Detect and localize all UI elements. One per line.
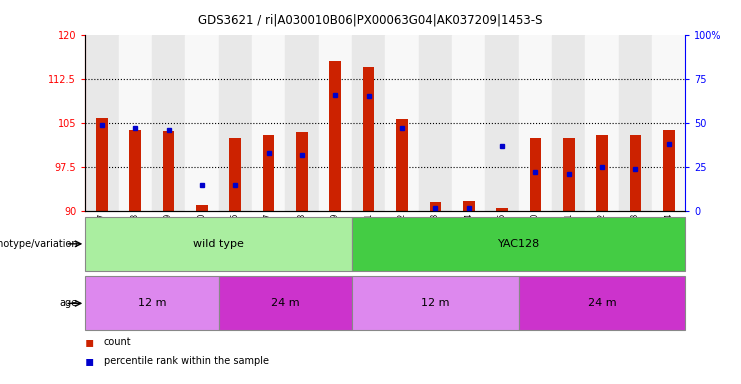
Bar bbox=[352, 217, 685, 271]
Text: 12 m: 12 m bbox=[138, 298, 166, 308]
Text: YAC128: YAC128 bbox=[497, 239, 540, 249]
Bar bbox=[530, 137, 541, 211]
Bar bbox=[152, 35, 185, 211]
Text: ▪: ▪ bbox=[85, 335, 95, 349]
Bar bbox=[597, 135, 608, 211]
Bar bbox=[263, 135, 274, 211]
Text: 24 m: 24 m bbox=[588, 298, 617, 308]
Bar bbox=[219, 276, 352, 330]
Text: 12 m: 12 m bbox=[421, 298, 450, 308]
Text: wild type: wild type bbox=[193, 239, 244, 249]
Text: age: age bbox=[60, 298, 78, 308]
Bar bbox=[485, 35, 519, 211]
Bar bbox=[85, 276, 219, 330]
Bar bbox=[196, 205, 207, 211]
Text: genotype/variation: genotype/variation bbox=[0, 239, 78, 249]
Bar bbox=[285, 35, 319, 211]
Bar bbox=[363, 67, 374, 211]
Bar bbox=[452, 35, 485, 211]
Text: ▪: ▪ bbox=[85, 354, 95, 368]
Bar bbox=[96, 118, 107, 211]
Bar bbox=[430, 202, 441, 211]
Bar bbox=[496, 208, 508, 211]
Text: GDS3621 / ri|A030010B06|PX00063G04|AK037209|1453-S: GDS3621 / ri|A030010B06|PX00063G04|AK037… bbox=[199, 13, 542, 26]
Bar bbox=[519, 35, 552, 211]
Bar bbox=[230, 137, 241, 211]
Bar bbox=[352, 35, 385, 211]
Bar bbox=[119, 35, 152, 211]
Bar bbox=[185, 35, 219, 211]
Bar bbox=[252, 35, 285, 211]
Text: 24 m: 24 m bbox=[271, 298, 299, 308]
Bar bbox=[163, 131, 174, 211]
Bar bbox=[85, 35, 119, 211]
Bar bbox=[552, 35, 585, 211]
Bar bbox=[85, 217, 352, 271]
Bar bbox=[563, 137, 574, 211]
Bar bbox=[330, 61, 341, 211]
Bar bbox=[619, 35, 652, 211]
Bar bbox=[630, 135, 641, 211]
Bar bbox=[296, 132, 308, 211]
Bar bbox=[396, 119, 408, 211]
Bar bbox=[352, 276, 519, 330]
Bar bbox=[463, 200, 474, 211]
Bar bbox=[652, 35, 685, 211]
Text: count: count bbox=[104, 337, 131, 347]
Bar bbox=[585, 35, 619, 211]
Bar bbox=[219, 35, 252, 211]
Bar bbox=[663, 130, 674, 211]
Text: percentile rank within the sample: percentile rank within the sample bbox=[104, 356, 269, 366]
Bar bbox=[130, 130, 141, 211]
Bar bbox=[319, 35, 352, 211]
Bar bbox=[519, 276, 685, 330]
Bar bbox=[385, 35, 419, 211]
Bar bbox=[419, 35, 452, 211]
